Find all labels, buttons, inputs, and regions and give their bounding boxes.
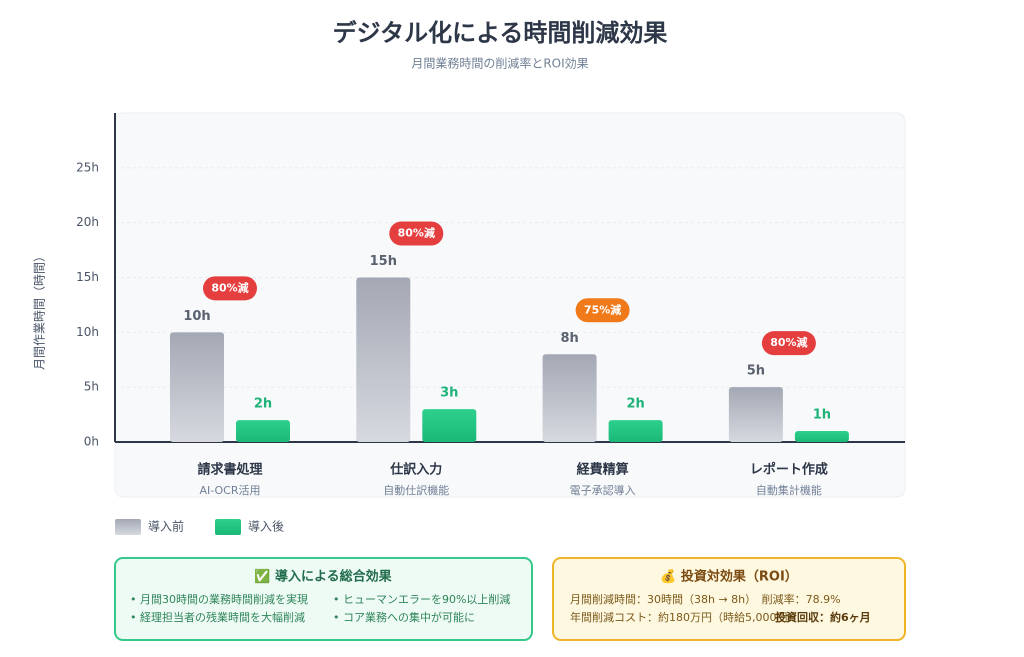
legend-swatch (215, 519, 241, 535)
summary-box (114, 557, 533, 641)
roi-title: 💰 投資対効果（ROI） (660, 569, 798, 585)
summary-item: • 経理担当者の残業時間を大幅削減 (130, 610, 305, 624)
bar (794, 431, 849, 442)
bar (170, 332, 224, 442)
y-tick-label: 10h (76, 325, 99, 339)
bar (356, 277, 411, 442)
y-tick-label: 25h (76, 160, 99, 174)
reduction-badge (389, 221, 444, 246)
x-tick-label: 仕訳入力 (389, 462, 442, 478)
value-label: 8h (560, 331, 578, 346)
reduction-label: 80%減 (211, 280, 248, 294)
summary-item: • 月間30時間の業務時間削減を実現 (130, 592, 308, 606)
reduction-label: 80%減 (398, 226, 435, 240)
y-axis-label: 月間作業時間（時間） (33, 250, 47, 370)
value-label: 10h (183, 309, 210, 324)
plot-panel (114, 112, 906, 498)
summary-item: • ヒューマンエラーを90%以上削減 (333, 592, 510, 606)
value-label: 15h (370, 254, 397, 269)
summary-title: ✅ 導入による総合効果 (254, 569, 391, 585)
roi-line: 月間削減時間：30時間（38h → 8h） 削減率：78.9% (570, 592, 841, 606)
legend-label: 導入前 (148, 519, 184, 534)
bar (422, 409, 477, 442)
bar (728, 387, 783, 442)
x-tick-label: 経費精算 (577, 462, 629, 478)
summary-item: • コア業務への集中が可能に (333, 610, 475, 624)
category-note: 自動仕訳機能 (383, 483, 449, 497)
category-note: 自動集計機能 (756, 483, 822, 497)
reduction-badge (203, 276, 257, 301)
subtitle: 月間業務時間の削減率とROI効果 (411, 56, 588, 71)
title: デジタル化による時間削減効果 (333, 19, 668, 47)
reduction-badge (575, 298, 630, 323)
roi-line: 投資回収：約6ヶ月 (775, 610, 871, 624)
y-tick-label: 0h (84, 435, 99, 449)
y-tick-label: 5h (84, 380, 99, 394)
value-label: 5h (747, 364, 765, 379)
legend-swatch (115, 519, 141, 535)
value-label: 3h (440, 386, 458, 401)
value-label: 2h (626, 397, 644, 412)
bar (608, 420, 663, 442)
x-tick-label: レポート作成 (750, 462, 828, 478)
legend-label: 導入後 (248, 520, 284, 534)
category-note: 電子承認導入 (570, 483, 636, 497)
roi-box (552, 557, 906, 641)
reduction-label: 75%減 (584, 302, 621, 316)
value-label: 1h (813, 408, 831, 423)
bar (236, 420, 290, 442)
roi-line: 年間削減コスト：約180万円（時給5,000円） (570, 610, 799, 624)
reduction-label: 80%減 (770, 335, 807, 349)
category-note: AI-OCR活用 (199, 484, 260, 497)
y-tick-label: 15h (76, 270, 99, 284)
reduction-badge (761, 331, 816, 356)
value-label: 2h (254, 397, 272, 412)
y-tick-label: 20h (76, 215, 99, 229)
bar (542, 354, 597, 442)
x-tick-label: 請求書処理 (197, 462, 262, 478)
